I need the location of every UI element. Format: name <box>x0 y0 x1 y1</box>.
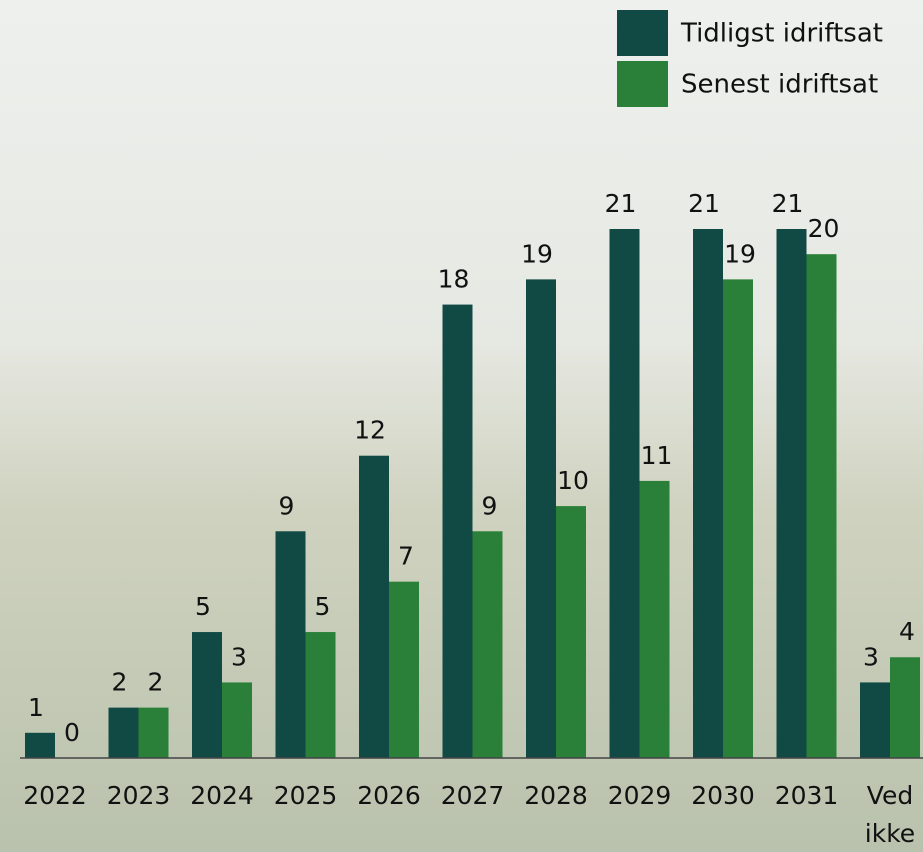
bar <box>222 682 252 758</box>
x-tick-label: 2022 <box>23 781 87 810</box>
bar <box>359 456 389 758</box>
bar <box>25 733 55 758</box>
bar <box>192 632 222 758</box>
data-label: 11 <box>641 441 673 470</box>
x-tick-label: 2024 <box>190 781 254 810</box>
data-label: 21 <box>688 189 720 218</box>
bar <box>556 506 586 758</box>
data-label: 0 <box>64 718 80 747</box>
data-label: 18 <box>438 265 470 294</box>
data-label: 19 <box>724 239 756 268</box>
bar <box>777 229 807 758</box>
bar <box>139 708 169 758</box>
data-label: 4 <box>899 617 915 646</box>
data-label: 9 <box>279 491 295 520</box>
bar <box>443 305 473 758</box>
legend-label: Tidligst idriftsat <box>680 19 883 49</box>
bar <box>890 657 920 758</box>
data-label: 9 <box>482 491 498 520</box>
legend-swatch <box>617 10 668 56</box>
bar <box>610 229 640 758</box>
data-label: 20 <box>808 214 840 243</box>
data-label: 21 <box>605 189 637 218</box>
bar <box>693 229 723 758</box>
data-label: 19 <box>521 239 553 268</box>
x-tick-label: 2031 <box>775 781 839 810</box>
bar <box>640 481 670 758</box>
chart: 2022102023222024532025952026127202718920… <box>0 0 923 852</box>
bar <box>526 279 556 758</box>
bar <box>389 582 419 758</box>
legend-label: Senest idriftsat <box>681 70 878 100</box>
bar <box>306 632 336 758</box>
x-tick-label: 2029 <box>608 781 672 810</box>
data-label: 5 <box>315 592 331 621</box>
data-label: 1 <box>28 693 44 722</box>
data-label: 12 <box>354 416 386 445</box>
data-label: 10 <box>557 466 589 495</box>
x-tick-label: 2026 <box>357 781 421 810</box>
bar <box>860 682 890 758</box>
x-tick-label: 2023 <box>107 781 171 810</box>
x-tick-label: 2027 <box>441 781 505 810</box>
data-label: 2 <box>148 668 164 697</box>
data-label: 2 <box>112 668 128 697</box>
bar <box>723 279 753 758</box>
bar <box>473 531 503 758</box>
data-label: 21 <box>772 189 804 218</box>
data-label: 5 <box>195 592 211 621</box>
x-tick-label: 2025 <box>274 781 338 810</box>
bar <box>276 531 306 758</box>
x-tick-label: 2028 <box>524 781 588 810</box>
data-label: 7 <box>398 542 414 571</box>
bar <box>807 254 837 758</box>
data-label: 3 <box>863 642 879 671</box>
x-tick-label: 2030 <box>691 781 755 810</box>
bar <box>109 708 139 758</box>
legend-swatch <box>617 61 668 107</box>
data-label: 3 <box>231 642 247 671</box>
